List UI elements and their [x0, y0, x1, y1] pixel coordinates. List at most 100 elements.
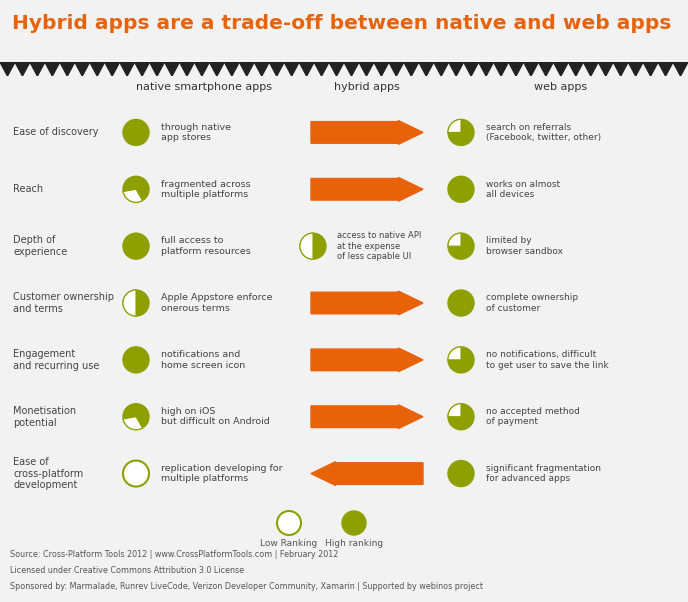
Text: Source: Cross-Platform Tools 2012 | www.CrossPlatformTools.com | February 2012: Source: Cross-Platform Tools 2012 | www.…	[10, 550, 338, 559]
Text: web apps: web apps	[534, 82, 587, 92]
Text: native smartphone apps: native smartphone apps	[136, 82, 272, 92]
Wedge shape	[448, 233, 461, 246]
Polygon shape	[105, 62, 120, 76]
Polygon shape	[135, 62, 149, 76]
Polygon shape	[404, 62, 419, 76]
Text: limited by
browser sandbox: limited by browser sandbox	[486, 237, 563, 256]
Polygon shape	[419, 62, 433, 76]
Polygon shape	[224, 62, 239, 76]
Circle shape	[448, 290, 474, 316]
Text: fragmented across
multiple platforms: fragmented across multiple platforms	[161, 179, 250, 199]
Polygon shape	[553, 62, 568, 76]
Polygon shape	[89, 62, 105, 76]
Polygon shape	[149, 62, 164, 76]
Text: Hybrid apps are a trade-off between native and web apps: Hybrid apps are a trade-off between nati…	[12, 14, 671, 33]
Polygon shape	[613, 62, 628, 76]
Text: search on referrals
(Facebook, twitter, other): search on referrals (Facebook, twitter, …	[486, 123, 601, 142]
Polygon shape	[30, 62, 45, 76]
Wedge shape	[448, 347, 461, 360]
Circle shape	[277, 511, 301, 535]
Polygon shape	[524, 62, 539, 76]
Polygon shape	[45, 62, 60, 76]
Polygon shape	[539, 62, 553, 76]
Text: Apple Appstore enforce
onerous terms: Apple Appstore enforce onerous terms	[161, 293, 272, 312]
Text: access to native API
at the expense
of less capable UI: access to native API at the expense of l…	[337, 231, 421, 261]
Polygon shape	[75, 62, 89, 76]
FancyArrow shape	[311, 348, 423, 372]
Wedge shape	[448, 119, 461, 132]
Polygon shape	[0, 62, 15, 76]
Polygon shape	[464, 62, 479, 76]
Wedge shape	[123, 417, 142, 430]
Wedge shape	[123, 189, 142, 202]
Polygon shape	[60, 62, 75, 76]
Wedge shape	[300, 233, 313, 259]
Circle shape	[448, 461, 474, 486]
FancyArrow shape	[311, 291, 423, 315]
Polygon shape	[195, 62, 209, 76]
Text: notifications and
home screen icon: notifications and home screen icon	[161, 350, 245, 370]
Text: Licensed under Creative Commons Attribution 3.0 License: Licensed under Creative Commons Attribut…	[10, 566, 244, 575]
Polygon shape	[209, 62, 224, 76]
Text: through native
app stores: through native app stores	[161, 123, 231, 142]
Wedge shape	[123, 290, 136, 316]
Polygon shape	[673, 62, 688, 76]
Polygon shape	[359, 62, 374, 76]
Text: hybrid apps: hybrid apps	[334, 82, 400, 92]
Polygon shape	[433, 62, 449, 76]
Text: Depth of
experience: Depth of experience	[13, 235, 67, 257]
Text: high on iOS
but difficult on Android: high on iOS but difficult on Android	[161, 407, 270, 426]
Polygon shape	[493, 62, 508, 76]
Polygon shape	[628, 62, 643, 76]
Polygon shape	[120, 62, 135, 76]
Circle shape	[448, 119, 474, 146]
Polygon shape	[269, 62, 284, 76]
Text: Ease of discovery: Ease of discovery	[13, 128, 98, 137]
Polygon shape	[255, 62, 269, 76]
Polygon shape	[583, 62, 599, 76]
Circle shape	[123, 176, 149, 202]
Circle shape	[123, 461, 149, 486]
Polygon shape	[164, 62, 180, 76]
Polygon shape	[389, 62, 404, 76]
Polygon shape	[658, 62, 673, 76]
Circle shape	[123, 233, 149, 259]
Circle shape	[300, 233, 326, 259]
FancyArrow shape	[311, 178, 423, 201]
Polygon shape	[374, 62, 389, 76]
Text: significant fragmentation
for advanced apps: significant fragmentation for advanced a…	[486, 464, 601, 483]
Polygon shape	[15, 62, 30, 76]
Circle shape	[448, 176, 474, 202]
Polygon shape	[299, 62, 314, 76]
Circle shape	[123, 119, 149, 146]
Circle shape	[448, 347, 474, 373]
FancyArrow shape	[311, 405, 423, 429]
Polygon shape	[508, 62, 524, 76]
Polygon shape	[479, 62, 493, 76]
Circle shape	[123, 290, 149, 316]
Polygon shape	[239, 62, 255, 76]
Polygon shape	[599, 62, 613, 76]
Text: Ease of
cross-platform
development: Ease of cross-platform development	[13, 457, 83, 490]
Polygon shape	[643, 62, 658, 76]
Text: works on almost
all devices: works on almost all devices	[486, 179, 560, 199]
Text: Sponsored by: Marmalade, Runrev LiveCode, Verizon Developer Community, Xamarin |: Sponsored by: Marmalade, Runrev LiveCode…	[10, 582, 483, 591]
Wedge shape	[448, 404, 461, 417]
Text: complete ownership
of customer: complete ownership of customer	[486, 293, 578, 312]
Polygon shape	[180, 62, 195, 76]
Text: no notifications, difficult
to get user to save the link: no notifications, difficult to get user …	[486, 350, 609, 370]
Polygon shape	[568, 62, 583, 76]
Text: High ranking: High ranking	[325, 539, 383, 548]
Polygon shape	[344, 62, 359, 76]
Text: no accepted method
of payment: no accepted method of payment	[486, 407, 580, 426]
Polygon shape	[449, 62, 464, 76]
Text: Monetisation
potential: Monetisation potential	[13, 406, 76, 427]
Polygon shape	[329, 62, 344, 76]
Circle shape	[123, 347, 149, 373]
FancyArrow shape	[311, 120, 423, 144]
Polygon shape	[314, 62, 329, 76]
Circle shape	[342, 511, 366, 535]
Text: Low Ranking: Low Ranking	[260, 539, 318, 548]
Circle shape	[448, 233, 474, 259]
Circle shape	[123, 404, 149, 430]
